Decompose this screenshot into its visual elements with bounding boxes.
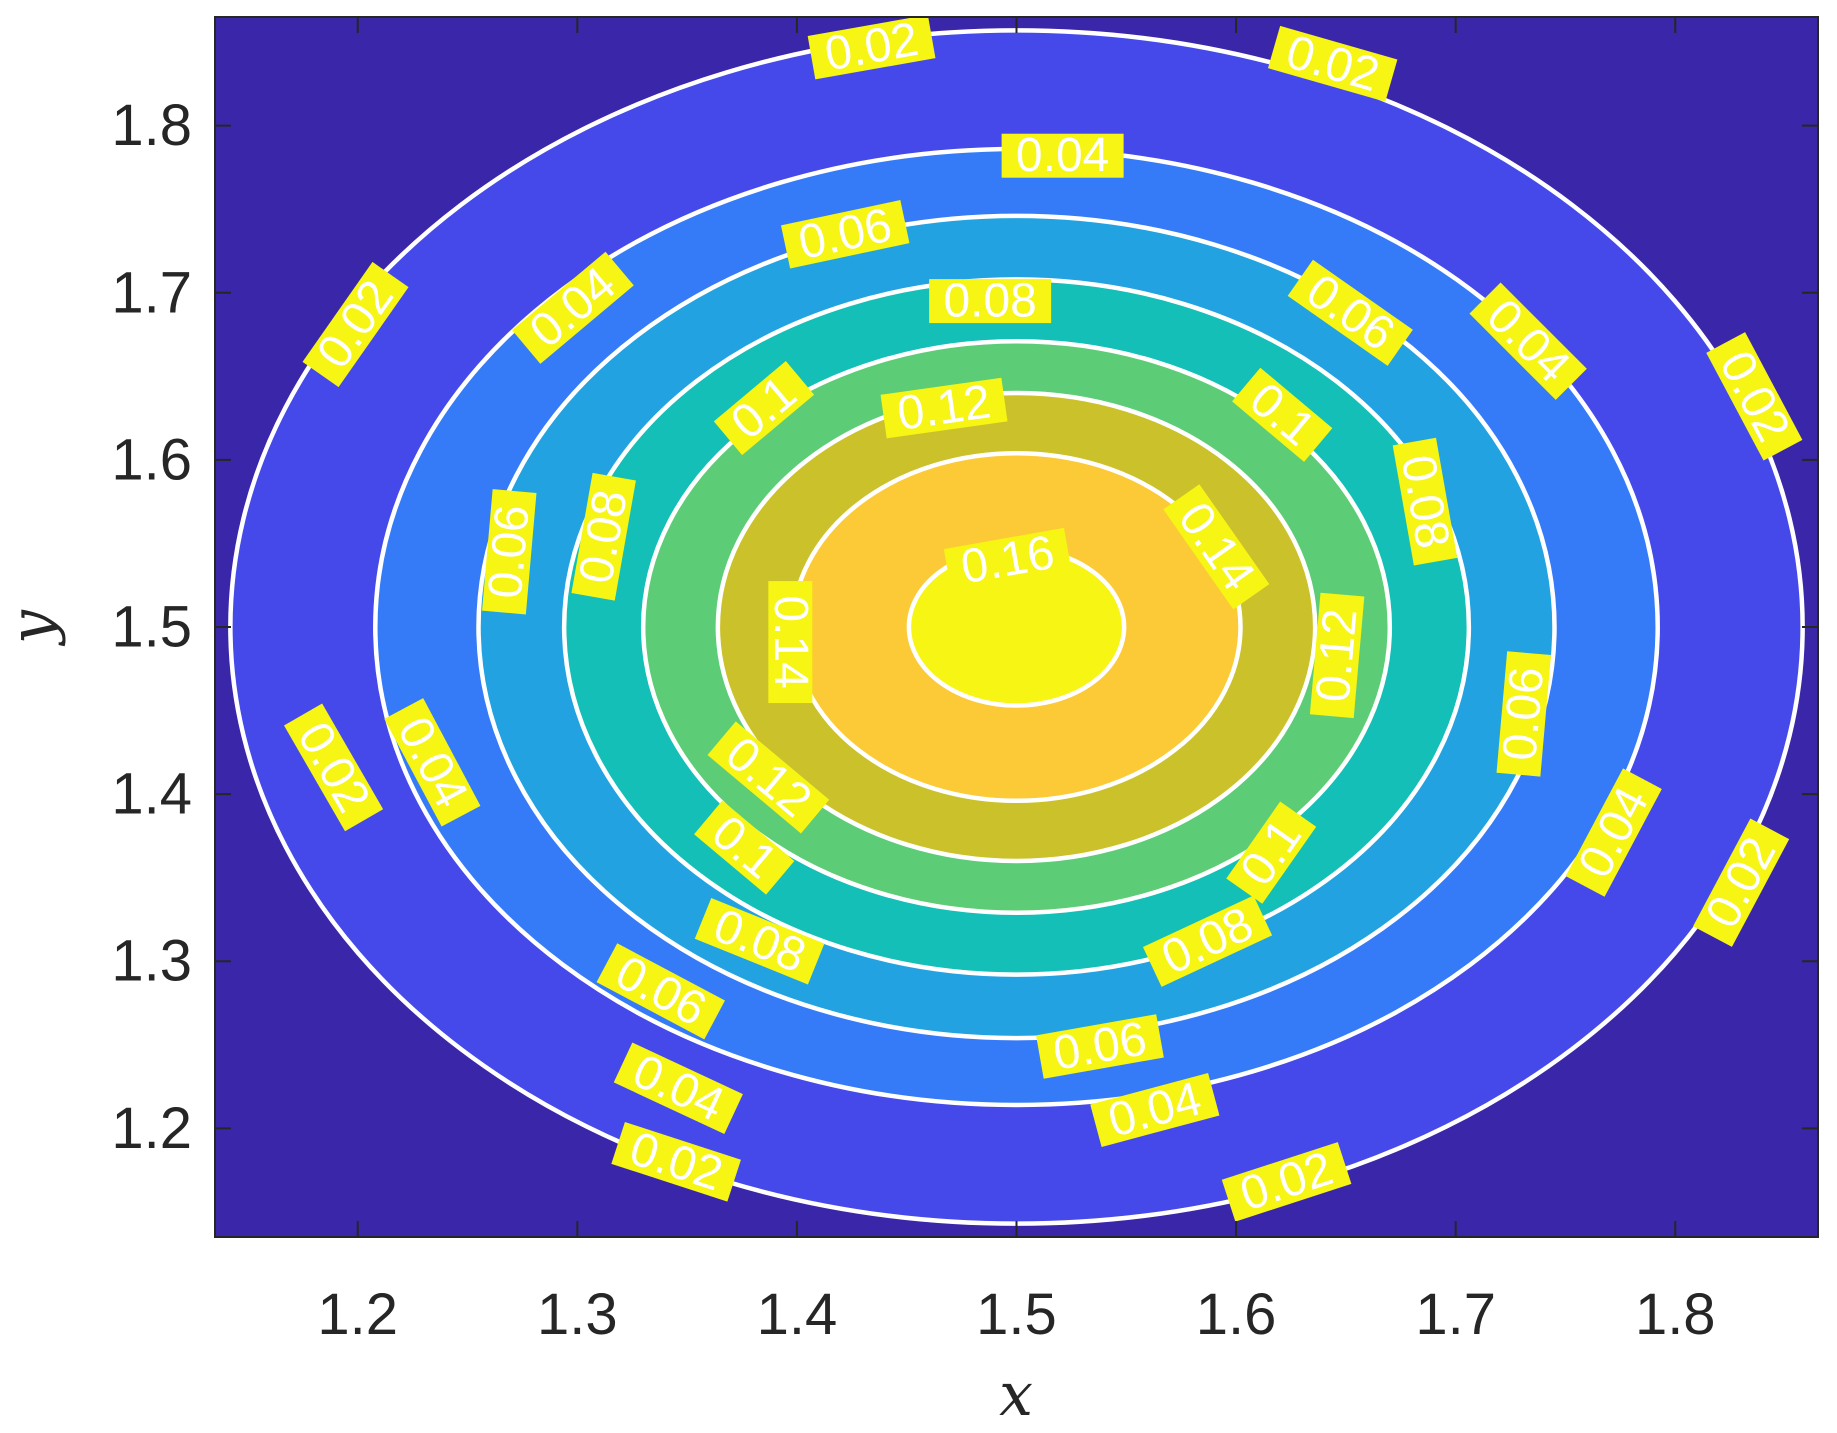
y-tick-label: 1.3: [111, 929, 192, 994]
contour-label-gap: [1226, 801, 1317, 904]
contour-label-gap: [512, 251, 634, 364]
contour-label-text: 0.06: [1493, 665, 1554, 763]
contour-label-gap: [482, 489, 537, 615]
contour-label-gap: [1221, 1142, 1352, 1222]
plot-area: 0.02 0.020.020.020.020.020.02 0.020.040.04…: [215, 17, 1818, 1237]
contour-label-text: 0.12: [1307, 607, 1368, 705]
contour-line-0.06: [476, 213, 1557, 1041]
y-tick-label: 1.2: [111, 1096, 192, 1161]
contour-label-gap: [694, 897, 825, 985]
y-tick-label: 1.5: [111, 595, 192, 660]
contour-label-gap: [1693, 818, 1790, 947]
contour-label: 0.14: [764, 581, 817, 704]
contour-label-gap: [571, 472, 636, 601]
contour-label-gap: [807, 17, 936, 80]
contour-label: 0.12: [880, 375, 1008, 441]
y-tick-label: 1.4: [111, 762, 192, 827]
contour-line-0.1: [640, 338, 1393, 916]
contour-fills: [230, 30, 1803, 1224]
contour-label-gap: [302, 261, 409, 388]
contour-label-gap: [1496, 651, 1551, 777]
x-tick-label: 1.6: [1196, 1282, 1277, 1347]
y-tick-label: 1.6: [111, 427, 192, 492]
x-tick-label: 1.7: [1415, 1282, 1496, 1347]
contour-label-gap: [1163, 484, 1270, 610]
contour-label: 0.04: [1001, 129, 1124, 182]
contour-label: 0.12: [1307, 592, 1368, 719]
contour-label: 0.06: [1493, 651, 1554, 777]
y-axis-title: y: [0, 609, 67, 647]
contour-label-text: 0.06: [479, 503, 540, 601]
y-axis: 1.2 1.3 1.4 1.5 1.6 1.7 1.8: [111, 93, 1818, 1161]
contour-label-gap: [1001, 133, 1124, 178]
contour-label-text: 0.04: [1016, 129, 1109, 182]
contour-label: 0.08: [929, 275, 1052, 328]
x-tick-label: 1.2: [317, 1282, 398, 1347]
contour-label-gap: [880, 377, 1008, 439]
contour-line-0.12: [715, 390, 1318, 864]
y-tick-label: 1.7: [111, 260, 192, 325]
contour-label-text: 0.12: [894, 375, 994, 440]
contour-label-gap: [1268, 25, 1398, 102]
contour-label-gap: [707, 721, 830, 834]
contour-label-gap: [943, 527, 1072, 593]
contour-label-gap: [1392, 437, 1458, 566]
contour-label-gap: [1142, 895, 1273, 987]
contour-label-gap: [1090, 1072, 1220, 1148]
x-tick-label: 1.8: [1635, 1282, 1716, 1347]
contour-label: 0.12: [707, 721, 830, 834]
x-axis: 1.2 1.3 1.4 1.5 1.6 1.7 1.8: [317, 17, 1716, 1347]
contour-label-gap: [284, 703, 384, 832]
contour-labels: 0.02 0.020.020.020.020.020.02 0.020.040.04…: [284, 17, 1803, 1222]
contour-label-gap: [1232, 367, 1333, 462]
contour-label-gap: [1469, 282, 1587, 400]
contour-label-gap: [1706, 332, 1803, 461]
contour-label: 0.06: [479, 489, 540, 615]
contour-label-gap: [780, 200, 910, 269]
x-tick-label: 1.5: [976, 1282, 1057, 1347]
contour-label-gap: [384, 698, 481, 827]
x-tick-label: 1.3: [537, 1282, 618, 1347]
contour-label-gap: [1287, 259, 1413, 366]
contour-label-gap: [1309, 592, 1365, 719]
contour-label-gap: [694, 800, 795, 895]
contour-label-gap: [611, 1122, 741, 1202]
contour-label-gap: [1565, 768, 1662, 897]
contour-label-gap: [596, 943, 725, 1040]
y-tick-label: 1.8: [111, 93, 192, 158]
x-tick-label: 1.4: [757, 1282, 838, 1347]
contour-label-gap: [613, 1042, 743, 1134]
contour-label-text: 0.14: [764, 595, 817, 688]
contour-label-gap: [1036, 1014, 1164, 1079]
contour-label-gap: [768, 581, 813, 704]
contour-label-gap: [713, 361, 815, 456]
contour-label-text: 0.08: [943, 275, 1036, 328]
x-axis-title: x: [999, 1360, 1033, 1430]
contour-label: 0.08: [1391, 437, 1459, 566]
contour-label-gap: [929, 279, 1052, 324]
contour-label: 0.02: [807, 17, 936, 81]
